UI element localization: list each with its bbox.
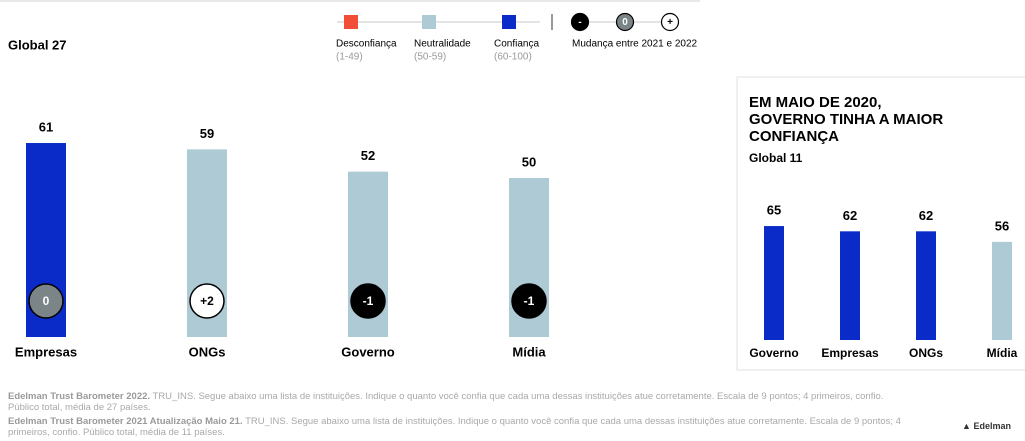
value-label: 52 xyxy=(361,148,375,163)
logo-mark: ▲ xyxy=(962,421,971,431)
panel-title: EM MAIO DE 2020, xyxy=(749,94,882,111)
legend-label: Desconfiança xyxy=(336,39,397,50)
category-label: Empresas xyxy=(821,346,879,360)
category-label: Mídia xyxy=(987,346,1018,360)
change-legend-symbol: 0 xyxy=(622,17,628,28)
legend-range: (60-100) xyxy=(494,52,532,63)
value-label: 61 xyxy=(39,119,53,134)
value-label: 62 xyxy=(919,208,933,223)
logo: ▲ Edelman xyxy=(962,421,1011,431)
panel-title: GOVERNO TINHA A MAIOR xyxy=(749,111,943,128)
change-legend-dot xyxy=(660,12,680,32)
category-label: Empresas xyxy=(15,344,77,359)
chart-subtitle: Global 27 xyxy=(8,37,67,52)
bar xyxy=(764,226,784,340)
change-legend-label: Mudança entre 2021 e 2022 xyxy=(572,39,698,50)
change-legend-dot xyxy=(570,12,590,32)
bar xyxy=(840,231,860,340)
legend-swatch xyxy=(502,15,516,29)
footnote-source: Edelman Trust Barometer 2022. xyxy=(8,391,151,402)
value-label: 65 xyxy=(767,203,781,218)
category-label: Governo xyxy=(749,346,798,360)
legend-label: Neutralidade xyxy=(414,39,471,50)
legend-range: (1-49) xyxy=(336,52,363,63)
value-label: 50 xyxy=(522,154,536,169)
panel-subtitle: Global 11 xyxy=(749,151,803,165)
change-badge xyxy=(511,283,547,319)
change-badge xyxy=(28,283,64,319)
value-label: 59 xyxy=(200,126,214,141)
change-label: -1 xyxy=(524,294,535,308)
footnote: Edelman Trust Barometer 2021 Atualização… xyxy=(8,416,908,438)
value-label: 62 xyxy=(843,208,857,223)
logo-text: Edelman xyxy=(973,421,1011,431)
change-legend-symbol: + xyxy=(667,17,673,28)
panel-title: CONFIANÇA xyxy=(749,128,839,145)
category-label: ONGs xyxy=(909,346,943,360)
change-label: -1 xyxy=(363,294,374,308)
footnote: Edelman Trust Barometer 2022. TRU_INS. S… xyxy=(8,391,908,413)
value-label: 56 xyxy=(995,218,1009,233)
footnote-source: Edelman Trust Barometer 2021 Atualização… xyxy=(8,416,243,427)
change-badge xyxy=(350,283,386,319)
bar xyxy=(992,241,1012,340)
legend-label: Confiança xyxy=(494,39,539,50)
legend-range: (50-59) xyxy=(414,52,446,63)
footnote-text: TRU_INS. Segue abaixo uma lista de insti… xyxy=(8,416,901,438)
change-label: 0 xyxy=(43,294,50,308)
legend-swatch xyxy=(422,15,436,29)
bar xyxy=(916,231,936,340)
legend-swatch xyxy=(344,15,358,29)
change-label: +2 xyxy=(200,294,214,308)
category-label: Governo xyxy=(341,344,395,359)
category-label: ONGs xyxy=(189,344,226,359)
side-panel xyxy=(736,76,1025,371)
footnote-text: TRU_INS. Segue abaixo uma lista de insti… xyxy=(8,391,884,413)
change-badge xyxy=(189,283,225,319)
change-legend-symbol: - xyxy=(578,17,581,28)
category-label: Mídia xyxy=(512,344,546,359)
change-legend-dot xyxy=(615,12,635,32)
footer: Edelman Trust Barometer 2022. TRU_INS. S… xyxy=(8,391,908,441)
